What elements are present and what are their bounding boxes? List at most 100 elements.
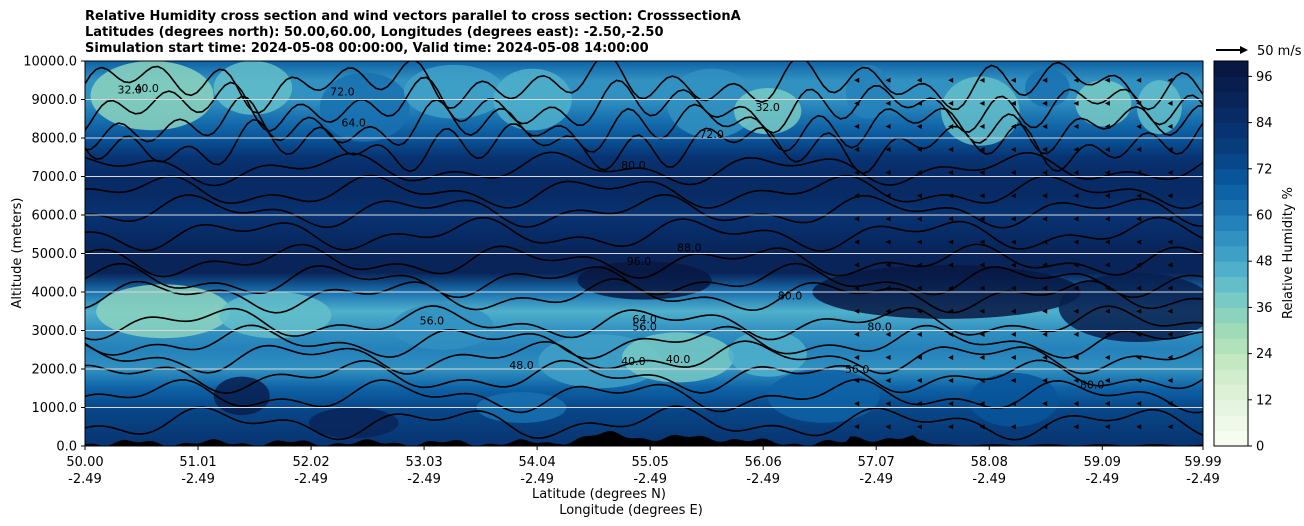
- wind-arrow: [916, 401, 922, 407]
- wind-arrow: [1136, 308, 1142, 314]
- colorbar-tick-label: 60: [1256, 209, 1273, 224]
- wind-arrow: [1136, 424, 1142, 430]
- y-tick-label: 8000.0: [32, 132, 78, 147]
- colorbar-label: Relative Humidity %: [1281, 187, 1296, 319]
- wind-arrow: [1010, 77, 1016, 83]
- contour-label: 56.0: [845, 363, 870, 376]
- wind-arrow: [1167, 262, 1173, 268]
- wind-arrow: [854, 100, 860, 106]
- contour-label: 64.0: [632, 313, 657, 326]
- wind-arrow: [1010, 147, 1016, 153]
- wind-arrow: [1042, 100, 1048, 106]
- colorbar-band: [1214, 292, 1248, 308]
- wind-arrow: [1073, 424, 1079, 430]
- wind-arrow: [1136, 100, 1142, 106]
- wind-arrow: [948, 285, 954, 291]
- wind-arrow: [1104, 378, 1110, 384]
- x-tick-label-lat: 51.01: [179, 455, 216, 470]
- wind-arrow: [1073, 308, 1079, 314]
- colorbar-band: [1214, 338, 1248, 355]
- y-tick-label: 3000.0: [32, 324, 78, 339]
- wind-arrow: [1167, 216, 1173, 222]
- x-tick-label-lon: -2.49: [68, 472, 102, 487]
- colorbar-tick-label: 12: [1256, 393, 1273, 408]
- wind-arrow: [885, 123, 891, 129]
- x-tick-label-lon: -2.49: [294, 472, 328, 487]
- wind-arrow: [1010, 123, 1016, 129]
- rh-feature: [213, 376, 270, 416]
- wind-arrow: [1104, 77, 1110, 83]
- wind-arrow: [948, 193, 954, 199]
- wind-arrow: [1010, 331, 1016, 337]
- x-tick-label-lat: 57.07: [858, 455, 895, 470]
- wind-arrow: [1104, 147, 1110, 153]
- wind-arrow: [1167, 401, 1173, 407]
- x-tick-label-lat: 53.03: [405, 455, 442, 470]
- wind-arrow: [1042, 424, 1048, 430]
- wind-arrow: [979, 216, 985, 222]
- colorbar-tick-label: 84: [1256, 116, 1273, 131]
- wind-arrow: [1104, 401, 1110, 407]
- wind-arrow: [854, 285, 860, 291]
- wind-arrow: [885, 100, 891, 106]
- x-tick-label-lon: -2.49: [1186, 472, 1220, 487]
- wind-arrow: [885, 354, 891, 360]
- wind-arrow: [948, 401, 954, 407]
- wind-arrow: [1136, 147, 1142, 153]
- wind-arrow: [885, 239, 891, 245]
- x-tick-label-lon: -2.49: [972, 472, 1006, 487]
- colorbar-band: [1214, 184, 1248, 201]
- wind-arrow: [885, 424, 891, 430]
- wind-arrow: [1010, 308, 1016, 314]
- chart-title-line-2: Latitudes (degrees north): 50.00,60.00, …: [85, 25, 664, 40]
- wind-arrow: [1042, 285, 1048, 291]
- x-tick-label-lat: 59.99: [1184, 455, 1221, 470]
- y-tick-label: 1000.0: [32, 401, 78, 416]
- terrain-area: [85, 431, 1203, 446]
- contour-line: [85, 76, 1203, 134]
- terrain-silhouette: [85, 431, 1203, 446]
- rh-feature: [1058, 272, 1203, 342]
- colorbar-band: [1214, 199, 1248, 216]
- wind-arrow: [854, 354, 860, 360]
- y-tick-label: 9000.0: [32, 93, 78, 108]
- colorbar-band: [1214, 91, 1248, 108]
- wind-arrow: [916, 193, 922, 199]
- wind-arrow: [1042, 77, 1048, 83]
- wind-arrow: [916, 424, 922, 430]
- wind-arrow: [1104, 123, 1110, 129]
- y-axis-label: Altitude (meters): [10, 198, 25, 309]
- rh-feature: [320, 72, 410, 142]
- wind-arrow: [916, 308, 922, 314]
- wind-arrow: [1073, 331, 1079, 337]
- colorbar: 0 12 24 36 48 60 72 84 96: [1213, 60, 1273, 455]
- wind-arrow: [1104, 193, 1110, 199]
- quiver-key: 50 m/s: [1216, 44, 1302, 59]
- wind-arrow: [1104, 285, 1110, 291]
- contour-label: 32.0: [118, 84, 143, 97]
- x-axis-label-longitude: Longitude (degrees E): [559, 503, 703, 518]
- contour-line: [85, 359, 1203, 394]
- wind-arrow: [979, 354, 985, 360]
- colorbar-band: [1214, 369, 1248, 385]
- contour-line: [85, 95, 1203, 155]
- wind-arrow: [1167, 424, 1173, 430]
- horizontal-gridlines: [85, 99, 1203, 408]
- colorbar-band: [1214, 353, 1248, 370]
- x-tick-label-lat: 50.00: [66, 455, 103, 470]
- colorbar-band: [1214, 245, 1248, 262]
- x-tick-label-lat: 59.09: [1084, 455, 1121, 470]
- wind-arrow: [885, 308, 891, 314]
- wind-arrow: [916, 170, 922, 176]
- colorbar-band: [1214, 415, 1248, 432]
- wind-arrow: [1104, 239, 1110, 245]
- wind-arrow: [1010, 285, 1016, 291]
- rh-feature: [1025, 68, 1070, 108]
- plot-area: 32.040.064.072.056.048.064.056.040.040.0…: [84, 60, 1204, 447]
- wind-arrow: [854, 170, 860, 176]
- wind-arrow: [854, 216, 860, 222]
- wind-arrow: [948, 308, 954, 314]
- colorbar-band: [1214, 107, 1248, 124]
- wind-arrow: [1010, 100, 1016, 106]
- x-tick-label-lat: 58.08: [971, 455, 1008, 470]
